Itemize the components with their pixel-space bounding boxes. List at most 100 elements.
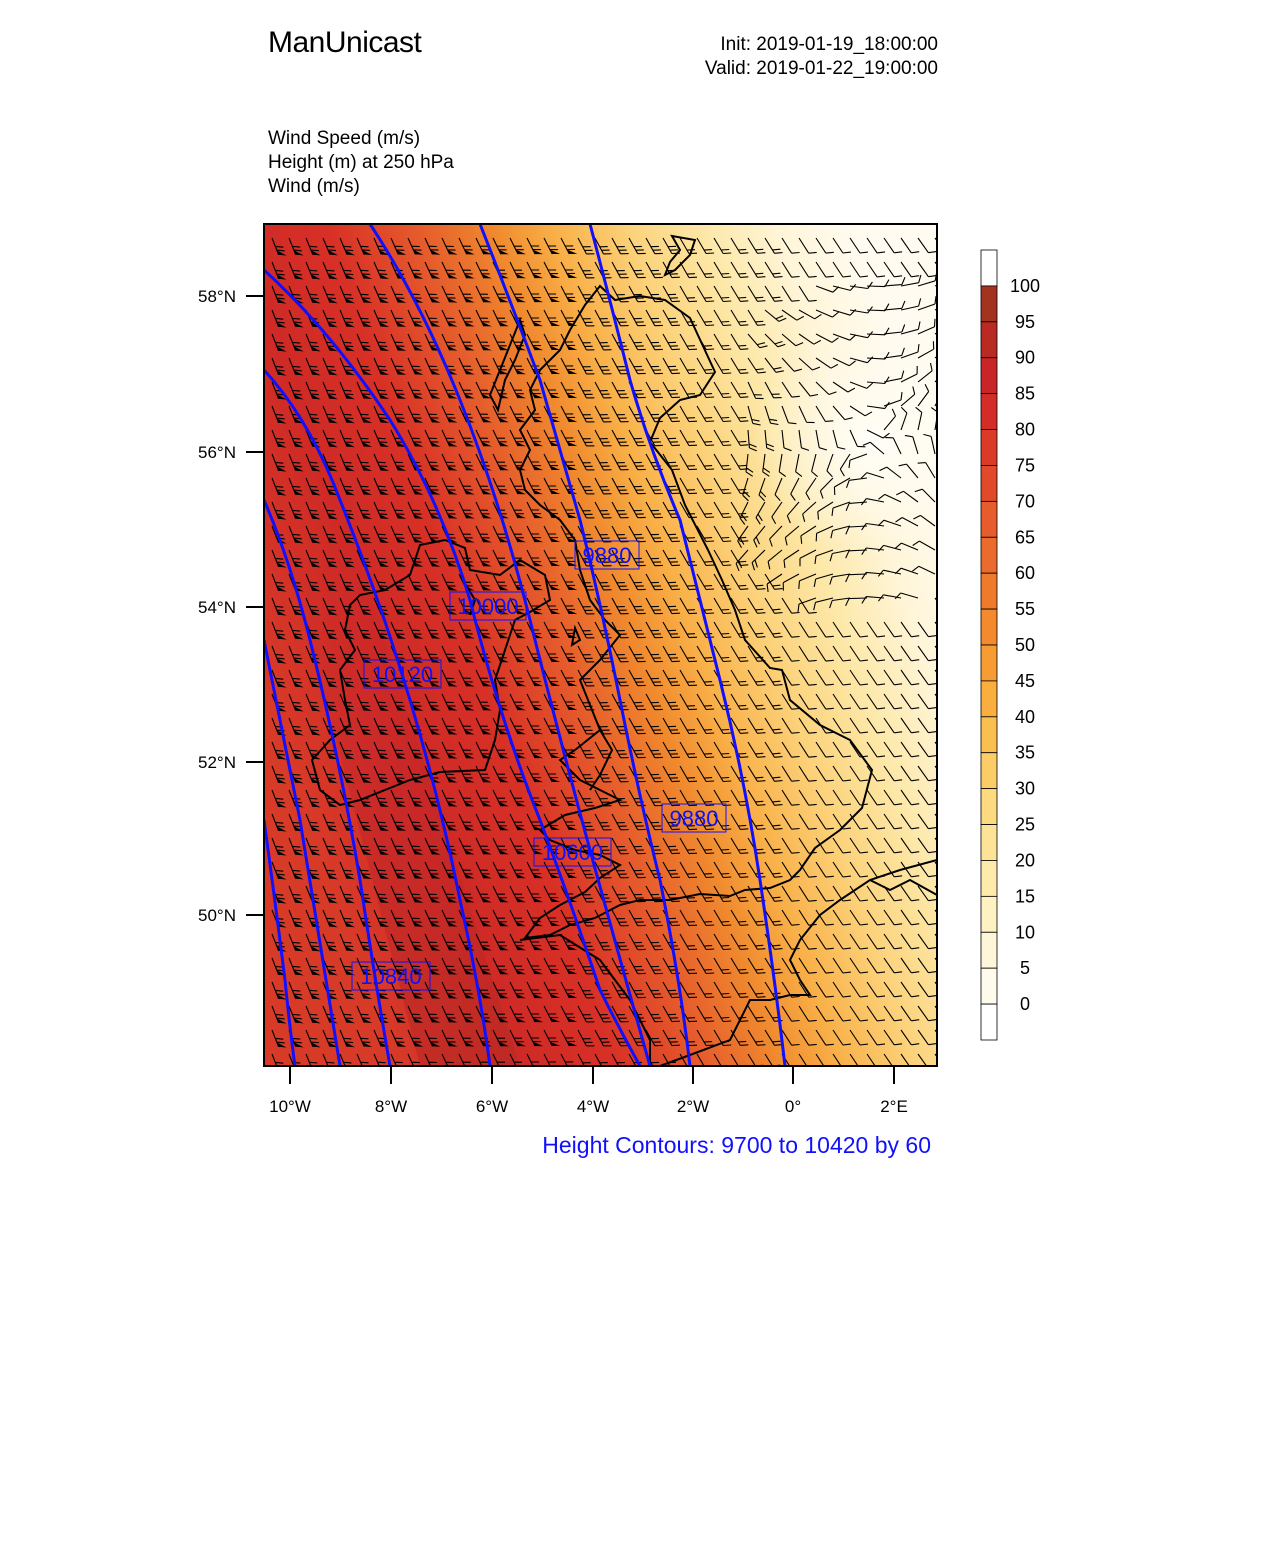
wind-barb-flag [464,705,475,711]
wind-barb [424,525,439,543]
wind-barb [577,333,595,351]
contour-label: 9880 [670,806,719,831]
wind-barb [577,261,595,279]
wind-barb [713,765,732,783]
wind-barb [832,861,851,878]
wind-barb-flag [549,393,561,398]
wind-barb [786,501,800,524]
wind-barb [390,717,405,735]
wind-barb [526,813,541,831]
wind-barb [798,765,817,782]
wind-barb [713,741,732,759]
wind-barb-flag [549,969,561,974]
wind-barb [737,525,749,549]
wind-barb-flag [362,585,373,591]
wind-barb-flag [328,994,338,1000]
wind-barb [339,381,354,399]
wind-barb [696,909,715,927]
wind-barb [594,381,612,399]
wind-barb-flag [481,297,492,303]
wind-barb [424,1005,439,1023]
wind-barb-flag [447,393,458,399]
wind-barb [900,909,920,926]
wind-barb [339,1005,354,1023]
wind-barb [866,621,886,638]
wind-barb-flag [567,513,578,518]
wind-barb-flag [276,442,287,448]
wind-barb-flag [276,634,287,640]
wind-barb-flag [328,418,338,424]
wind-barb-flag [532,393,544,399]
wind-barb [747,429,758,452]
wind-barb [730,813,749,830]
wind-barb [900,298,922,311]
wind-barb [917,789,937,806]
wind-barb [645,981,663,999]
wind-barb [730,837,749,854]
wind-barb [645,645,663,663]
wind-barb-flag [447,969,458,975]
wind-barb [339,261,354,279]
wind-barb [815,261,834,278]
wind-barb [390,237,405,255]
wind-barb-flag [293,994,304,1000]
wind-barb [373,765,388,783]
wind-barb-flag [515,489,526,495]
wind-barb-flag [362,1041,373,1047]
wind-barb-flag [567,993,578,998]
wind-barb [322,429,337,447]
wind-barb-flag [362,729,373,735]
wind-barb [696,549,715,567]
wind-barb-flag [328,922,338,928]
wind-barb [305,669,319,687]
wind-barb-flag [430,753,441,759]
wind-barb-flag [567,945,578,950]
wind-barb-flag [430,681,441,687]
wind-barb [662,717,680,735]
wind-barb [913,514,936,527]
wind-barb [696,837,715,855]
wind-barb [798,573,817,589]
wind-barb [407,357,422,375]
wind-barb-flag [567,633,578,638]
wind-barb-flag [447,321,458,327]
colorbar-label: 30 [1015,779,1035,799]
wind-barb-flag [328,562,338,568]
wind-barb [798,693,817,710]
wind-barb [560,789,576,807]
wind-barb-flag [464,441,475,447]
wind-barb [390,453,405,471]
wind-barb [917,362,933,383]
wind-barb [781,621,800,638]
wind-barb [628,549,646,567]
wind-barb-flag [430,657,441,663]
wind-barb [679,405,698,423]
wind-barb-flag [396,297,407,303]
wind-barb-flag [481,369,492,375]
wind-barb [747,381,764,400]
wind-barb-flag [481,489,492,495]
wind-barb [832,1005,851,1022]
wind-barb [849,765,868,782]
wind-barb-flag [396,825,407,831]
wind-barb [696,741,715,759]
wind-barb [611,405,629,423]
wind-barb-flag [379,873,390,879]
wind-barb-flag [430,465,441,471]
wind-barb [305,1005,319,1023]
wind-barb-flag [276,322,287,328]
wind-barb-flag [345,778,355,784]
wind-barb-flag [293,250,304,256]
wind-barb [764,789,783,806]
wind-barb [373,933,388,951]
wind-barb-flag [362,249,373,255]
wind-barb [764,669,783,686]
wind-barb [883,741,903,758]
wind-barb-flag [293,490,304,496]
wind-barb [458,333,473,351]
wind-barb [798,789,817,806]
wind-barb-flag [430,969,441,975]
wind-barb-flag [464,993,475,999]
wind-barb [730,645,749,662]
